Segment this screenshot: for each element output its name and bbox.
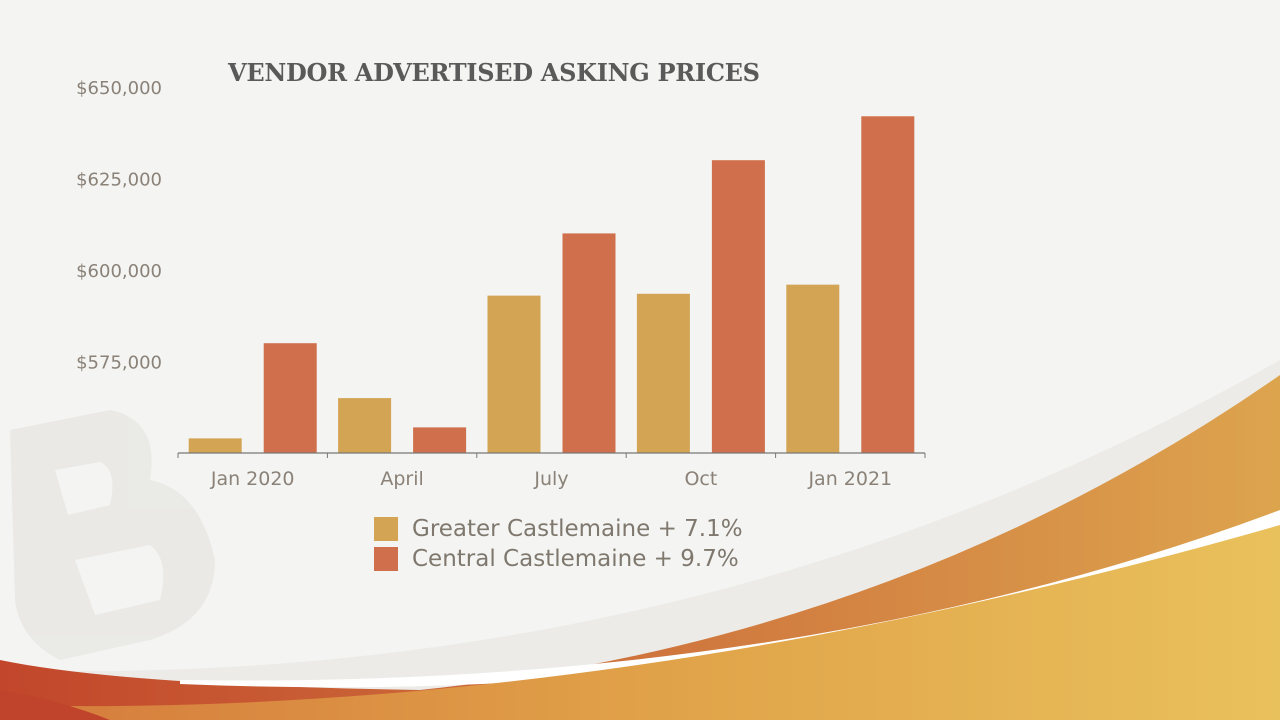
x-tick-label: Jan 2021 [807, 468, 892, 490]
y-tick-label: $625,000 [76, 170, 162, 191]
bar-central-1 [413, 427, 467, 453]
bar-central-4 [861, 116, 915, 453]
bar-greater-2 [487, 295, 541, 453]
legend-item-central-castlemaine: Central Castlemaine + 9.7% [374, 544, 743, 574]
x-tick-label: Oct [684, 468, 717, 490]
bar-greater-4 [786, 284, 840, 453]
legend-label: Greater Castlemaine + 7.1% [412, 516, 743, 542]
chart-title: VENDOR ADVERTISED ASKING PRICES [228, 58, 760, 87]
bars [188, 116, 915, 453]
y-tick-label: $650,000 [76, 78, 162, 99]
x-tick-label: July [533, 468, 568, 490]
legend-swatch [374, 547, 398, 571]
x-tick-label: April [380, 468, 423, 490]
bar-central-2 [562, 233, 616, 453]
legend-item-greater-castlemaine: Greater Castlemaine + 7.1% [374, 514, 743, 544]
y-tick-label: $575,000 [76, 353, 162, 374]
background-swoosh-gold [0, 525, 1280, 720]
y-tick-label: $600,000 [76, 261, 162, 282]
bar-greater-1 [338, 398, 392, 453]
legend-swatch [374, 517, 398, 541]
bar-greater-3 [636, 293, 690, 453]
x-tick-label: Jan 2020 [210, 468, 295, 490]
legend-label: Central Castlemaine + 9.7% [412, 546, 739, 572]
background-swoosh-red [0, 690, 110, 720]
bar-greater-0 [188, 438, 242, 453]
legend: Greater Castlemaine + 7.1% Central Castl… [374, 514, 743, 574]
bar-central-0 [263, 343, 317, 453]
y-axis: $575,000 $600,000 $625,000 $650,000 [76, 78, 162, 374]
watermark-logo [10, 410, 215, 660]
x-axis: Jan 2020 April July Oct Jan 2021 [177, 453, 926, 490]
bar-central-3 [711, 160, 765, 453]
